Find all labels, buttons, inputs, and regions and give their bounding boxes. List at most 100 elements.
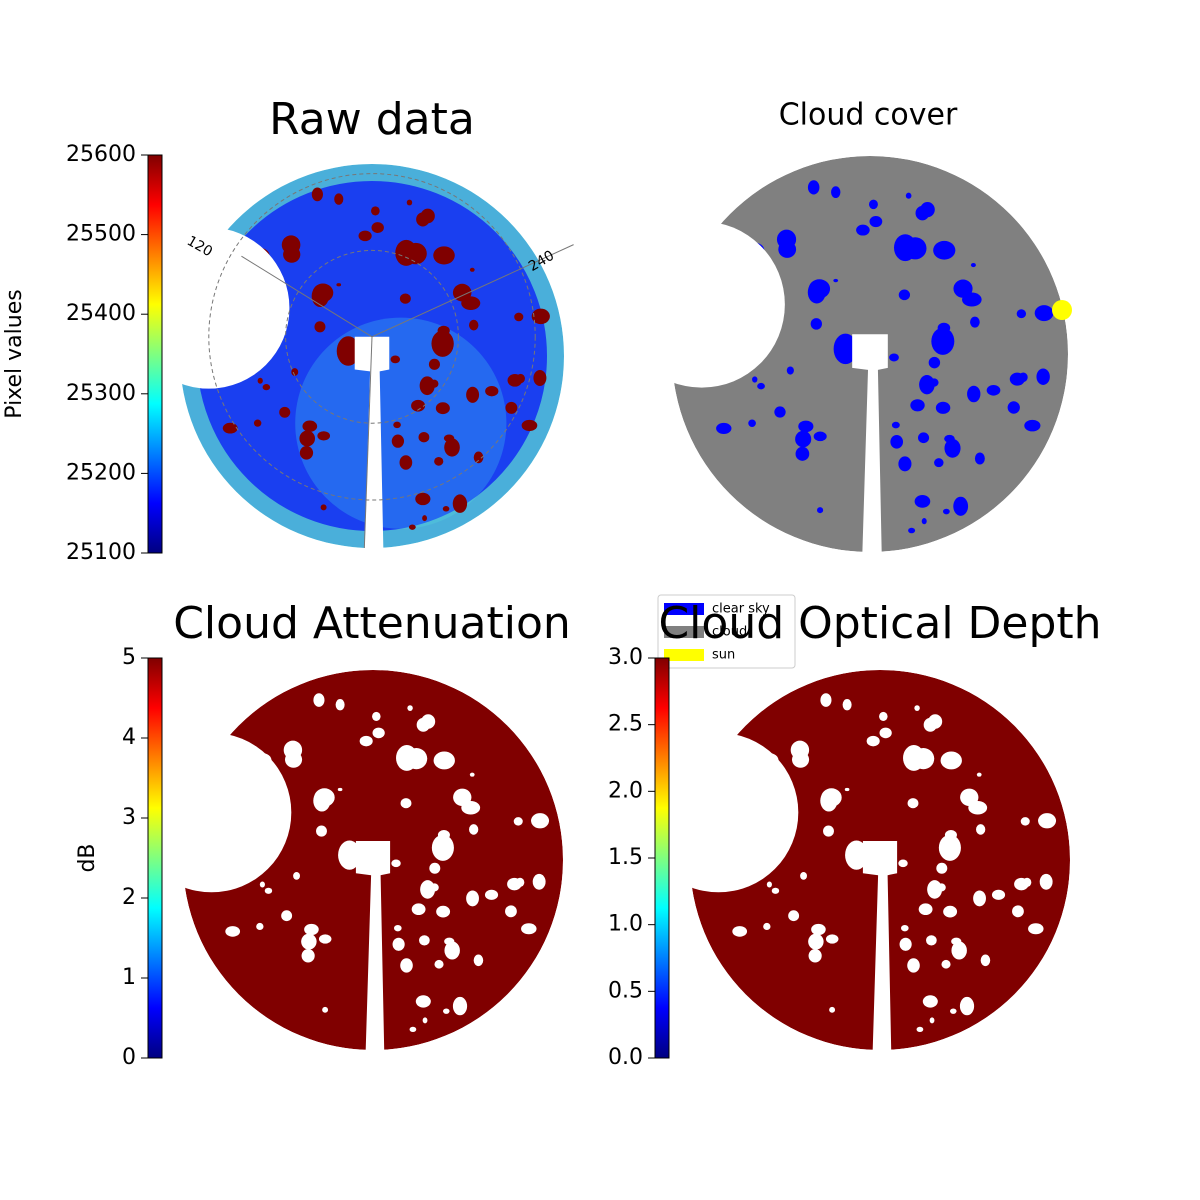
cloud-blob [443, 1008, 450, 1014]
cloud-blob [715, 821, 724, 828]
cloud-blob [334, 193, 344, 205]
cloud-blob [1009, 372, 1025, 386]
cloud-blob [433, 751, 455, 770]
cloud-blob [431, 834, 454, 861]
cloud-blob [513, 817, 523, 826]
cloud-blob [922, 995, 938, 1008]
legend-swatch [664, 603, 704, 615]
cloud-blob [942, 508, 950, 515]
panel-title: Cloud Optical Depth [658, 598, 1101, 649]
y-tick-label: 25400 [66, 301, 136, 326]
cloud-blob [823, 825, 834, 837]
panel-title: Raw data [269, 94, 475, 145]
cloud-blob [732, 926, 748, 937]
cloud-blob [808, 949, 822, 963]
cloud-blob [222, 856, 238, 874]
cloud-blob [531, 308, 550, 325]
cloud-blob [1007, 401, 1020, 414]
cloud-blob [372, 711, 381, 721]
cloud-blob [712, 350, 729, 368]
cloud-blob [891, 421, 900, 429]
colorbar [147, 657, 163, 1059]
cloud-blob [1039, 873, 1053, 890]
cloud-blob [914, 494, 931, 508]
y-tick-label: 25500 [66, 222, 136, 247]
cloud-blob [372, 727, 385, 739]
polar-spoke [241, 255, 373, 338]
sky-image [690, 670, 1070, 1050]
cloud-blob [800, 871, 807, 880]
cloud-blob [532, 873, 546, 890]
cloud-blob [698, 314, 707, 321]
cloud-blob [311, 285, 330, 308]
cloud-blob [301, 949, 315, 963]
cloud-blob [951, 941, 967, 960]
cloud-blob [753, 773, 778, 804]
cloud-blob [898, 289, 911, 301]
cloud-blob [415, 492, 431, 506]
polar-ring [285, 249, 459, 424]
cloud-blob [929, 378, 939, 387]
cloud-blob [1016, 309, 1027, 319]
cloud-blob [810, 318, 822, 330]
cloud-blob [484, 889, 499, 900]
cloud-blob [929, 1017, 935, 1024]
cloud-blob [976, 772, 982, 777]
cloud-blob [264, 887, 273, 894]
y-tick-label: 0 [122, 1045, 136, 1070]
cloud-blob [833, 333, 858, 365]
cloud-blob [962, 292, 982, 307]
cloud-blob [390, 355, 401, 364]
cloud-blob [795, 446, 810, 461]
cloud-blob [301, 933, 317, 950]
y-tick-label: 1.0 [608, 912, 643, 937]
cloud-blob [442, 506, 450, 512]
cloud-blob [469, 319, 479, 331]
y-tick-label: 2 [122, 885, 136, 910]
cloud-blob [813, 431, 827, 442]
cloud-blob [359, 735, 373, 747]
cloud-blob [393, 421, 401, 429]
cloud-blob [420, 208, 435, 224]
cloud-blob [466, 890, 479, 907]
cloud-blob [910, 399, 925, 412]
cloud-blob [433, 246, 455, 265]
cloud-blob [521, 419, 538, 432]
cloud-blob [1012, 905, 1024, 918]
cloud-blob [391, 434, 405, 448]
cloud-blob [766, 881, 772, 888]
cloud-blob [392, 937, 405, 951]
cloud-blob [400, 798, 412, 809]
cloud-blob [316, 825, 327, 837]
cloud-blob [244, 268, 269, 299]
y-axis-label: dB [75, 843, 100, 872]
cloud-blob [318, 934, 332, 944]
cloud-blob [322, 1006, 329, 1013]
cloud-blob [991, 889, 1006, 900]
cloud-blob [415, 995, 431, 1008]
cloud-blob [967, 385, 981, 403]
cloud-blob [920, 202, 935, 218]
cloud-blob [422, 515, 428, 522]
y-tick-label: 2.0 [608, 778, 643, 803]
cloud-blob [434, 456, 444, 466]
cloud-blob [879, 727, 892, 739]
cloud-blob [778, 240, 797, 258]
y-tick-label: 25200 [66, 460, 136, 485]
y-tick-label: 1.5 [608, 845, 643, 870]
sky-image [183, 670, 563, 1050]
cloud-blob [748, 419, 756, 427]
cloud-blob [771, 887, 780, 894]
cloud-blob [313, 789, 331, 812]
cloud-blob [928, 714, 943, 729]
cloud-blob [338, 840, 361, 870]
cloud-blob [974, 452, 985, 465]
cloud-blob [866, 735, 880, 747]
cloud-blob [907, 798, 919, 809]
y-tick-label: 3.0 [608, 645, 643, 670]
cloud-blob [399, 455, 413, 470]
cloud-blob [890, 434, 904, 449]
cloud-blob [444, 941, 460, 960]
sky-image [672, 156, 1068, 552]
